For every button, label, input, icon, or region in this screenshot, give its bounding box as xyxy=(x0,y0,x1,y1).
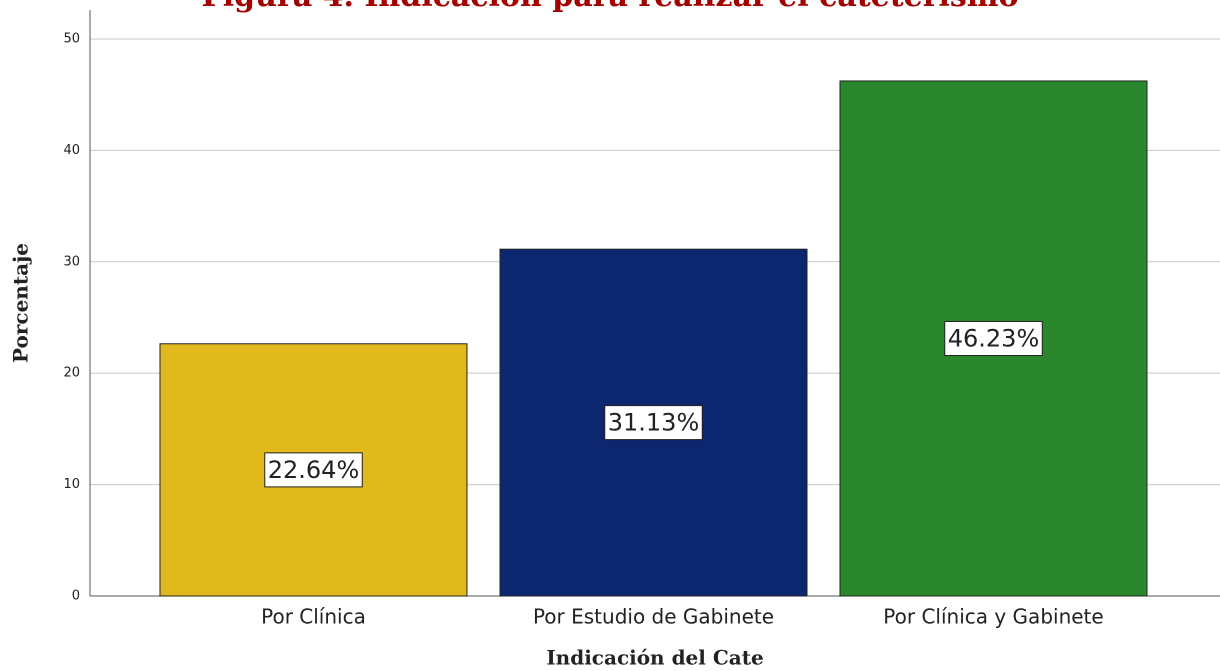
value-label-box xyxy=(604,405,703,441)
value-label-box xyxy=(264,452,363,488)
x-tick-label: Por Clínica y Gabinete xyxy=(883,605,1103,629)
y-tick-label: 20 xyxy=(63,366,80,381)
y-tick-label: 30 xyxy=(63,254,80,269)
y-tick-label: 40 xyxy=(63,143,80,158)
value-label: 22.64% xyxy=(268,456,360,484)
y-tick-label: 0 xyxy=(72,589,80,604)
value-label: 31.13% xyxy=(608,409,700,437)
y-tick-label: 10 xyxy=(63,477,80,492)
value-label: 46.23% xyxy=(948,324,1040,352)
x-tick-label: Por Clínica xyxy=(261,605,366,629)
chart-title: Figura 4. Indicación para realizar el ca… xyxy=(201,0,1018,14)
value-label-box xyxy=(944,320,1043,356)
x-axis-title: Indicación del Cate xyxy=(546,646,763,670)
x-tick-label: Por Estudio de Gabinete xyxy=(533,605,774,629)
y-tick-label: 50 xyxy=(63,31,80,46)
y-axis-title: Porcentaje xyxy=(9,243,33,363)
